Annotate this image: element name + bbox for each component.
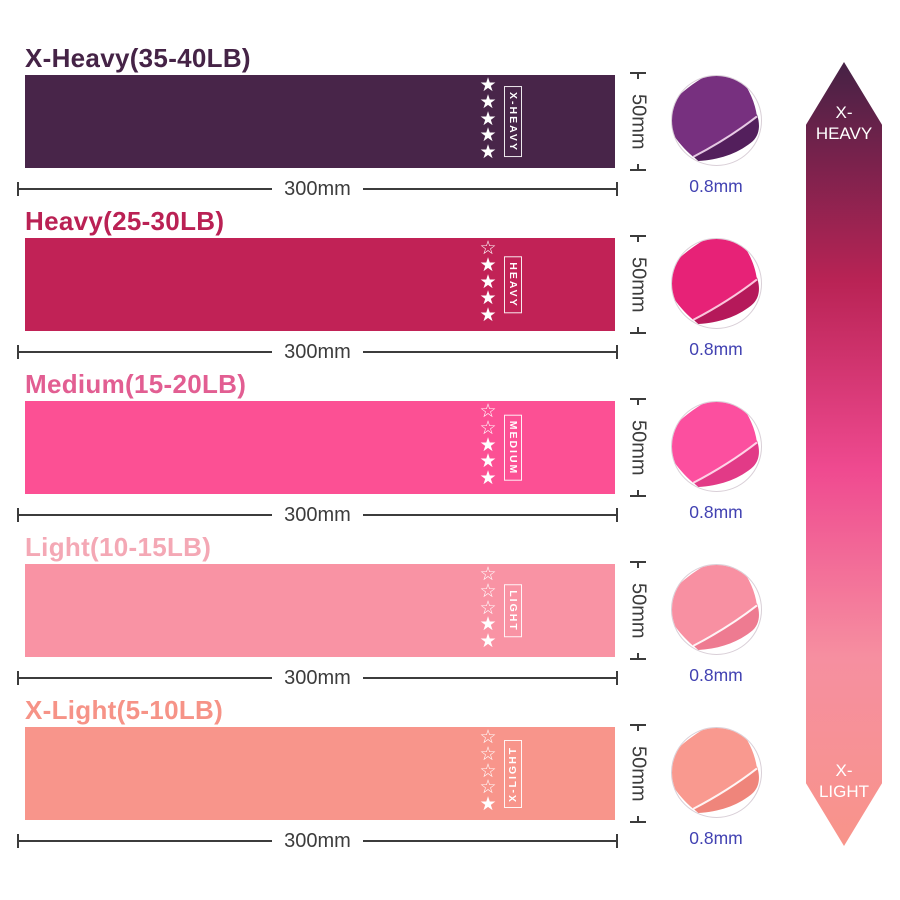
height-dimension-label: 50mm <box>627 582 650 639</box>
width-dimension: 300mm <box>17 341 619 363</box>
height-dimension: 50mm <box>620 235 656 334</box>
thickness-photo <box>671 401 762 492</box>
band-swatch: ☆☆☆☆★ X-LIGHT <box>25 727 615 820</box>
width-dimension-label: 300mm <box>284 830 351 852</box>
star-rating: ☆☆☆☆★ <box>479 727 497 816</box>
band-title: Medium(15-20LB) <box>25 369 247 399</box>
height-dimension: 50mm <box>620 398 656 497</box>
folded-band-graphic <box>672 402 759 487</box>
width-dimension: 300mm <box>17 667 619 689</box>
band-row-x-light: X-Light(5-10LB) ☆☆☆☆★ X-LIGHT 300mm 50mm… <box>0 694 792 857</box>
band-row-x-heavy: X-Heavy(35-40LB) ★★★★★ X-HEAVY 300mm 50m… <box>0 42 792 205</box>
thickness-photo <box>671 75 762 166</box>
star-rating: ★★★★★ <box>479 75 497 164</box>
arrow-top-label: X- HEAVY <box>815 103 873 143</box>
thickness-photo <box>671 238 762 329</box>
thickness-label: 0.8mm <box>689 502 743 522</box>
width-dimension: 300mm <box>17 504 619 526</box>
folded-band-graphic <box>672 728 759 813</box>
star-rating: ☆★★★★ <box>479 238 497 327</box>
height-dimension-label: 50mm <box>627 93 650 150</box>
level-gradient-arrow: X- HEAVY X- LIGHT <box>806 62 882 846</box>
height-dimension: 50mm <box>620 72 656 171</box>
thickness-label: 0.8mm <box>689 665 743 685</box>
band-row-medium: Medium(15-20LB) ☆☆★★★ MEDIUM 300mm 50mm … <box>0 368 792 531</box>
width-dimension-label: 300mm <box>284 504 351 526</box>
star-rating: ☆☆★★★ <box>479 401 497 490</box>
band-title: Heavy(25-30LB) <box>25 206 225 236</box>
height-dimension-label: 50mm <box>627 745 650 802</box>
width-dimension-label: 300mm <box>284 341 351 363</box>
width-dimension-label: 300mm <box>284 178 351 200</box>
band-title: X-Light(5-10LB) <box>25 695 224 725</box>
band-swatch: ☆☆★★★ MEDIUM <box>25 401 615 494</box>
star-rating: ☆☆☆★★ <box>479 564 497 653</box>
folded-band-graphic <box>672 76 759 161</box>
height-dimension-label: 50mm <box>627 256 650 313</box>
height-dimension-label: 50mm <box>627 419 650 476</box>
width-dimension: 300mm <box>17 178 619 200</box>
band-tag: X-HEAVY <box>504 85 522 158</box>
thickness-label: 0.8mm <box>689 176 743 196</box>
thickness-label: 0.8mm <box>689 828 743 848</box>
band-swatch: ☆★★★★ HEAVY <box>25 238 615 331</box>
band-row-light: Light(10-15LB) ☆☆☆★★ LIGHT 300mm 50mm 0.… <box>0 531 792 694</box>
band-row-heavy: Heavy(25-30LB) ☆★★★★ HEAVY 300mm 50mm 0.… <box>0 205 792 368</box>
height-dimension: 50mm <box>620 724 656 823</box>
band-tag: LIGHT <box>504 583 522 638</box>
folded-band-graphic <box>672 239 759 324</box>
band-tag: MEDIUM <box>504 414 522 481</box>
band-title: Light(10-15LB) <box>25 532 212 562</box>
band-tag: X-LIGHT <box>504 739 522 808</box>
folded-band-graphic <box>672 565 759 650</box>
band-title: X-Heavy(35-40LB) <box>25 43 251 73</box>
arrow-bottom-label: X- LIGHT <box>818 761 870 801</box>
thickness-label: 0.8mm <box>689 339 743 359</box>
height-dimension: 50mm <box>620 561 656 660</box>
band-swatch: ☆☆☆★★ LIGHT <box>25 564 615 657</box>
thickness-photo <box>671 727 762 818</box>
thickness-photo <box>671 564 762 655</box>
width-dimension-label: 300mm <box>284 667 351 689</box>
band-swatch: ★★★★★ X-HEAVY <box>25 75 615 168</box>
width-dimension: 300mm <box>17 830 619 852</box>
band-tag: HEAVY <box>504 255 522 314</box>
